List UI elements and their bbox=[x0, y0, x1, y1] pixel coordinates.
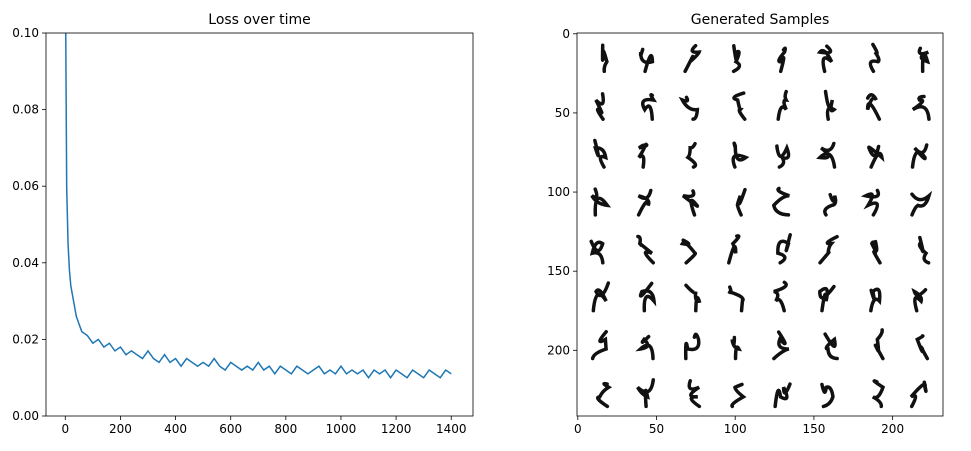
digit-stroke bbox=[638, 47, 655, 74]
digit-stroke bbox=[594, 92, 605, 121]
digit-stroke bbox=[775, 143, 791, 169]
digit-stroke bbox=[871, 379, 886, 409]
digit-stroke bbox=[773, 280, 788, 313]
digit-stroke bbox=[816, 44, 834, 74]
digit-stroke bbox=[772, 330, 790, 361]
digit-stroke bbox=[683, 332, 701, 361]
digit-stroke bbox=[911, 94, 931, 121]
y-tick-label: 0.06 bbox=[12, 179, 39, 193]
digit-stroke bbox=[730, 335, 743, 361]
digit-stroke bbox=[823, 192, 838, 217]
digit-stroke bbox=[679, 238, 698, 265]
digit-stroke bbox=[868, 42, 881, 74]
digit-stroke bbox=[869, 287, 882, 313]
digit-stroke bbox=[860, 188, 881, 217]
digit-stroke bbox=[684, 283, 702, 313]
digit-stroke bbox=[823, 332, 839, 361]
sample-image bbox=[589, 42, 933, 409]
digit-stroke bbox=[873, 328, 885, 361]
y-tick-label: 100 bbox=[547, 185, 570, 199]
digit-stroke bbox=[687, 379, 702, 409]
digit-stroke bbox=[636, 378, 655, 409]
loss-line bbox=[65, 33, 452, 379]
digit-stroke bbox=[771, 186, 791, 217]
digit-stroke bbox=[818, 234, 839, 265]
x-tick-label: 100 bbox=[724, 422, 747, 436]
digit-stroke bbox=[636, 188, 653, 217]
y-tick-label: 50 bbox=[555, 106, 570, 120]
y-tick-label: 0.08 bbox=[12, 103, 39, 117]
digit-stroke bbox=[917, 235, 931, 265]
digit-stroke bbox=[731, 44, 742, 74]
digit-stroke bbox=[820, 382, 835, 409]
x-tick-label: 1000 bbox=[326, 422, 357, 436]
digit-stroke bbox=[776, 89, 790, 121]
digit-stroke bbox=[910, 190, 933, 217]
digit-stroke bbox=[635, 334, 655, 361]
digit-stroke bbox=[638, 281, 657, 313]
digit-stroke bbox=[727, 234, 741, 265]
x-tick-label: 200 bbox=[109, 422, 132, 436]
digit-stroke bbox=[865, 93, 882, 121]
digit-stroke bbox=[776, 233, 792, 265]
digit-stroke bbox=[590, 187, 612, 217]
digit-stroke bbox=[590, 330, 608, 361]
digit-stroke bbox=[917, 46, 931, 74]
x-tick-label: 400 bbox=[164, 422, 187, 436]
digit-stroke bbox=[683, 43, 702, 74]
y-tick-label: 0.02 bbox=[12, 332, 39, 346]
digit-stroke bbox=[735, 187, 747, 217]
y-tick-label: 0.00 bbox=[12, 409, 39, 423]
digit-stroke bbox=[732, 91, 747, 121]
digit-stroke bbox=[867, 144, 885, 169]
x-tick-label: 0 bbox=[574, 422, 582, 436]
y-tick-label: 0.04 bbox=[12, 256, 39, 270]
digit-stroke bbox=[678, 95, 700, 121]
digit-stroke bbox=[911, 287, 928, 313]
x-tick-label: 1200 bbox=[381, 422, 412, 436]
digit-stroke bbox=[641, 93, 658, 121]
y-tick-label: 0 bbox=[562, 27, 570, 41]
x-tick-label: 0 bbox=[61, 422, 69, 436]
digit-stroke bbox=[596, 381, 613, 409]
digit-stroke bbox=[636, 234, 655, 265]
digit-stroke bbox=[773, 382, 792, 409]
digit-stroke bbox=[730, 382, 747, 409]
digit-stroke bbox=[869, 239, 882, 265]
x-tick-label: 50 bbox=[649, 422, 664, 436]
digit-stroke bbox=[909, 380, 928, 409]
x-tick-label: 150 bbox=[802, 422, 825, 436]
digit-stroke bbox=[637, 142, 649, 169]
digit-stroke bbox=[823, 89, 838, 121]
axes-title: Loss over time bbox=[208, 12, 310, 28]
digit-stroke bbox=[727, 285, 745, 313]
digit-stroke bbox=[591, 281, 611, 313]
digit-stroke bbox=[816, 141, 837, 169]
x-tick-label: 200 bbox=[881, 422, 904, 436]
y-tick-label: 200 bbox=[547, 343, 570, 357]
axes-frame bbox=[576, 32, 944, 417]
digit-stroke bbox=[593, 138, 608, 169]
y-tick-label: 0.10 bbox=[12, 26, 39, 40]
digit-stroke bbox=[818, 284, 836, 313]
y-tick-label: 150 bbox=[547, 264, 570, 278]
digit-stroke bbox=[681, 189, 700, 217]
digit-stroke bbox=[600, 43, 609, 74]
x-tick-label: 600 bbox=[219, 422, 242, 436]
x-tick-label: 1400 bbox=[436, 422, 467, 436]
digit-stroke bbox=[915, 334, 930, 361]
digit-stroke bbox=[589, 239, 605, 265]
axes-title: Generated Samples bbox=[691, 12, 830, 28]
digit-stroke bbox=[910, 143, 929, 169]
digit-stroke bbox=[731, 141, 750, 169]
x-tick-label: 800 bbox=[274, 422, 297, 436]
digit-stroke bbox=[777, 46, 788, 74]
axes-frame bbox=[45, 32, 474, 417]
digit-stroke bbox=[685, 141, 698, 169]
